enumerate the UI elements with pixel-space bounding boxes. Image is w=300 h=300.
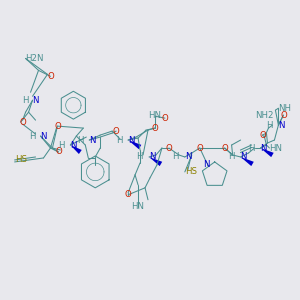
Text: O: O <box>259 130 266 140</box>
Text: O: O <box>280 111 287 120</box>
Text: O: O <box>55 148 62 157</box>
Text: H: H <box>248 143 254 152</box>
Text: N: N <box>70 140 77 149</box>
Text: O: O <box>19 118 26 127</box>
Text: H: H <box>116 136 122 145</box>
Text: H: H <box>58 140 64 149</box>
Text: N: N <box>32 96 39 105</box>
Text: HN: HN <box>132 202 145 211</box>
Text: N: N <box>241 152 247 161</box>
Text: H: H <box>136 152 143 161</box>
Text: NH2: NH2 <box>255 111 274 120</box>
Text: O: O <box>221 143 228 152</box>
Text: H: H <box>22 96 28 105</box>
Text: O: O <box>47 72 54 81</box>
Text: HN: HN <box>269 143 282 152</box>
Text: N: N <box>260 143 267 152</box>
Text: O: O <box>113 127 119 136</box>
Polygon shape <box>260 148 274 157</box>
Text: HS: HS <box>15 155 27 164</box>
Text: H2N: H2N <box>26 54 44 63</box>
Text: N: N <box>89 136 96 145</box>
Text: N: N <box>185 152 191 161</box>
Text: H: H <box>228 152 235 161</box>
Text: H: H <box>172 152 179 161</box>
Text: HN: HN <box>148 111 161 120</box>
Text: N: N <box>128 136 135 145</box>
Text: N: N <box>40 132 47 141</box>
Polygon shape <box>241 157 254 166</box>
Text: O: O <box>162 114 168 123</box>
Text: NH: NH <box>278 104 291 113</box>
Text: H: H <box>266 121 272 130</box>
Text: O: O <box>125 190 131 199</box>
Text: HS: HS <box>185 167 197 176</box>
Text: O: O <box>152 124 158 133</box>
Text: O: O <box>166 143 172 152</box>
Polygon shape <box>149 157 162 166</box>
Text: H: H <box>29 132 35 141</box>
Text: N: N <box>278 121 285 130</box>
Text: N: N <box>203 160 210 169</box>
Text: O: O <box>196 143 203 152</box>
Polygon shape <box>70 145 82 154</box>
Polygon shape <box>128 140 141 149</box>
Text: N: N <box>149 152 155 161</box>
Text: O: O <box>54 122 61 130</box>
Text: H: H <box>77 136 83 145</box>
